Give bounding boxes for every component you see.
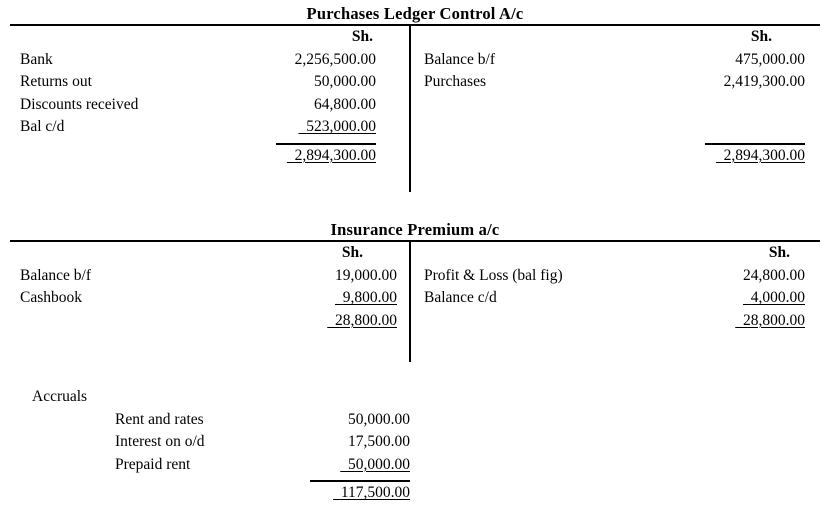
account-insurance-premium: Insurance Premium a/c Sh. Balance b/f 19… bbox=[10, 219, 820, 362]
total-row: 2,894,300.00 bbox=[10, 145, 409, 168]
row-amount: 4,000.00 bbox=[750, 289, 805, 306]
row-amount: 2,256,500.00 bbox=[294, 50, 376, 68]
row-amount: 2,419,300.00 bbox=[723, 73, 805, 90]
row-label: Prepaid rent bbox=[115, 455, 191, 473]
total-amount: 28,800.00 bbox=[335, 311, 397, 329]
total-amount: 117,500.00 bbox=[340, 484, 410, 501]
ledger-row: Returns out 50,000.00 bbox=[10, 71, 409, 94]
row-label: Balance c/d bbox=[424, 289, 497, 306]
blank-space bbox=[411, 94, 820, 139]
row-label: Discounts received bbox=[20, 95, 139, 113]
row-amount: 50,000.00 bbox=[348, 455, 410, 473]
row-amount: 19,000.00 bbox=[335, 266, 397, 284]
account-title: Purchases Ledger Control A/c bbox=[306, 4, 524, 23]
total-amount: 2,894,300.00 bbox=[723, 146, 805, 164]
ledger-row: Interest on o/d 17,500.00 bbox=[20, 431, 410, 454]
total-row: 28,800.00 bbox=[411, 310, 820, 333]
currency-header: Sh. bbox=[341, 244, 363, 261]
total-row: 28,800.00 bbox=[10, 310, 409, 333]
row-amount: 64,800.00 bbox=[314, 95, 376, 113]
total-row: 117,500.00 bbox=[20, 482, 410, 505]
currency-header: Sh. bbox=[750, 28, 772, 45]
row-label: Bal c/d bbox=[20, 118, 65, 135]
credit-side: Sh. Profit & Loss (bal fig) 24,800.00 Ba… bbox=[411, 242, 820, 362]
row-label: Balance b/f bbox=[20, 266, 92, 284]
sheet-inner: Purchases Ledger Control A/c Sh. Bank 2,… bbox=[10, 0, 820, 505]
row-amount: 9,800.00 bbox=[342, 289, 397, 306]
row-label: Rent and rates bbox=[115, 410, 204, 428]
sum-rule bbox=[10, 139, 409, 145]
accruals-section: Accruals Rent and rates 50,000.00 Intere… bbox=[20, 386, 410, 505]
row-label: Balance b/f bbox=[424, 50, 496, 68]
t-account-body: Sh. Balance b/f 19,000.00 Cashbook 9,800… bbox=[10, 240, 820, 362]
row-amount: 24,800.00 bbox=[743, 266, 805, 284]
row-label: Interest on o/d bbox=[115, 433, 205, 450]
row-amount: 523,000.00 bbox=[306, 118, 376, 135]
ledger-row: Profit & Loss (bal fig) 24,800.00 bbox=[411, 265, 820, 288]
account-purchases-ledger-control: Purchases Ledger Control A/c Sh. Bank 2,… bbox=[10, 0, 820, 192]
ledger-row: Bal c/d 523,000.00 bbox=[10, 116, 409, 139]
currency-header-row: Sh. bbox=[411, 242, 820, 265]
row-amount: 17,500.00 bbox=[348, 433, 410, 450]
debit-side: Sh. Bank 2,256,500.00 Returns out 50,000… bbox=[10, 26, 411, 192]
credit-side: Sh. Balance b/f 475,000.00 Purchases 2,4… bbox=[411, 26, 820, 192]
currency-header-row: Sh. bbox=[411, 26, 820, 49]
debit-side: Sh. Balance b/f 19,000.00 Cashbook 9,800… bbox=[10, 242, 411, 362]
row-label: Cashbook bbox=[20, 289, 82, 306]
sum-rule bbox=[411, 139, 820, 145]
total-row: 2,894,300.00 bbox=[411, 145, 820, 168]
ledger-row: Cashbook 9,800.00 bbox=[10, 287, 409, 310]
row-label: Profit & Loss (bal fig) bbox=[424, 266, 563, 284]
row-label: Purchases bbox=[424, 73, 486, 90]
total-amount: 2,894,300.00 bbox=[294, 146, 376, 164]
row-label: Bank bbox=[20, 50, 53, 68]
ledger-row: Rent and rates 50,000.00 bbox=[20, 409, 410, 432]
ledger-row: Bank 2,256,500.00 bbox=[10, 49, 409, 72]
ledger-row: Discounts received 64,800.00 bbox=[10, 94, 409, 117]
total-amount: 28,800.00 bbox=[743, 311, 805, 329]
accruals-heading: Accruals bbox=[32, 388, 88, 405]
currency-header-row: Sh. bbox=[10, 242, 409, 265]
currency-header: Sh. bbox=[768, 244, 790, 261]
row-label: Returns out bbox=[20, 73, 92, 90]
row-amount: 475,000.00 bbox=[735, 50, 805, 68]
row-amount: 50,000.00 bbox=[314, 73, 376, 90]
ledger-row: Prepaid rent 50,000.00 bbox=[20, 454, 410, 477]
ledger-row: Balance b/f 19,000.00 bbox=[10, 265, 409, 288]
ledger-row: Balance c/d 4,000.00 bbox=[411, 287, 820, 310]
sum-rule bbox=[20, 476, 410, 482]
currency-header: Sh. bbox=[351, 28, 373, 45]
t-account-body: Sh. Bank 2,256,500.00 Returns out 50,000… bbox=[10, 24, 820, 192]
account-title: Insurance Premium a/c bbox=[330, 220, 500, 239]
currency-header-row: Sh. bbox=[10, 26, 409, 49]
ledger-row: Purchases 2,419,300.00 bbox=[411, 71, 820, 94]
ledger-row: Balance b/f 475,000.00 bbox=[411, 49, 820, 72]
row-amount: 50,000.00 bbox=[348, 410, 410, 428]
